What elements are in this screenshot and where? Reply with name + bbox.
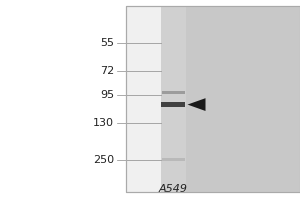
Text: A549: A549 bbox=[159, 184, 188, 194]
Polygon shape bbox=[188, 98, 206, 111]
Text: 130: 130 bbox=[93, 118, 114, 128]
Bar bbox=[162, 158, 184, 161]
Bar bbox=[161, 102, 185, 107]
Text: 250: 250 bbox=[93, 155, 114, 165]
Bar bbox=[186, 6, 300, 192]
Bar bbox=[160, 6, 186, 192]
Bar bbox=[162, 91, 184, 94]
Text: 55: 55 bbox=[100, 38, 114, 48]
Text: 95: 95 bbox=[100, 90, 114, 100]
Bar bbox=[126, 6, 300, 192]
Bar bbox=[126, 6, 300, 192]
Text: 72: 72 bbox=[100, 66, 114, 76]
